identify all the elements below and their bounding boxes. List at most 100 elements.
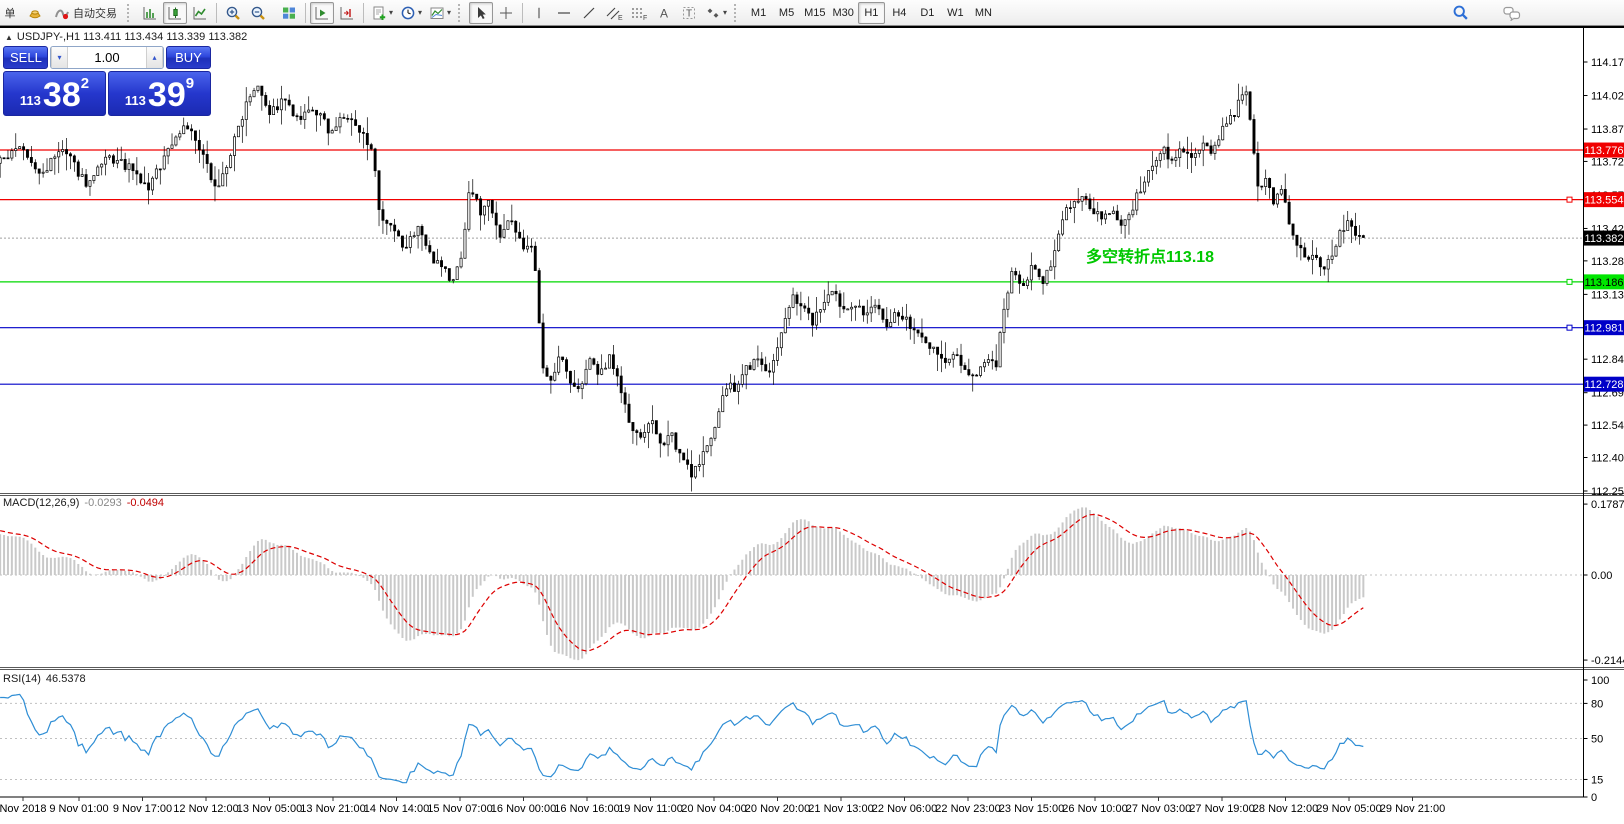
new-order-button[interactable]: ▾ [368,2,396,24]
bar-chart-button[interactable] [138,2,162,24]
chart-shift-icon [340,6,353,19]
tile-windows-icon [283,7,295,19]
tile-windows-button[interactable] [277,2,301,24]
timeframe-m15-button[interactable]: M15 [801,2,828,24]
svg-text:14 Nov 14:00: 14 Nov 14:00 [364,803,429,815]
auto-scroll-icon [315,6,328,19]
dropdown-caret-icon: ▾ [418,8,423,17]
arrows-button[interactable]: ▾ [702,2,730,24]
auto-scroll-button[interactable] [310,1,334,24]
template-icon [430,7,444,19]
trendline-button[interactable] [577,2,601,24]
chart-canvas[interactable]: 114.170114.020113.870113.725113.575113.4… [0,26,1624,824]
toolbar-grip[interactable] [458,3,464,22]
svg-text:12 Nov 12:00: 12 Nov 12:00 [173,803,238,815]
svg-text:112.840: 112.840 [1591,354,1624,366]
collapse-arrow-icon[interactable]: ▲ [5,33,13,42]
svg-text:112.728: 112.728 [1585,379,1624,391]
line-chart-icon [193,6,206,19]
macd-indicator-label: MACD(12,26,9) -0.0293 -0.0494 [3,497,164,509]
macd-value-main: -0.0293 [84,497,122,509]
buy-button[interactable]: BUY [166,46,211,69]
sell-price-big: 38 [42,76,81,115]
order-partial-button[interactable]: 单 [0,2,22,24]
vertical-line-icon [538,7,540,18]
horizontal-line-button[interactable] [552,2,576,24]
text-button[interactable]: A [652,2,676,24]
timeframe-h1-button[interactable]: H1 [857,1,885,24]
autotrading-button[interactable]: 自动交易 [48,2,123,24]
volume-decrease-button[interactable]: ▾ [51,47,68,68]
volume-spinner: ▾ ▴ [50,46,164,69]
svg-text:20 Nov 20:00: 20 Nov 20:00 [745,803,810,815]
svg-text:113.186: 113.186 [1585,277,1624,289]
svg-text:F: F [643,15,647,21]
svg-text:15: 15 [1591,774,1603,786]
fibonacci-button[interactable]: F [627,2,651,24]
toolbar-grip[interactable] [127,3,133,22]
pivot-annotation: 多空转折点113.18 [1086,249,1215,266]
equidistant-channel-button[interactable]: E [602,2,626,24]
candlestick-chart-button[interactable] [163,1,187,24]
svg-text:9 Nov 01:00: 9 Nov 01:00 [49,803,108,815]
zoom-out-button[interactable] [246,2,270,24]
timeframe-h4-button[interactable]: H4 [886,2,913,24]
volume-input[interactable] [68,47,146,68]
zoom-out-icon [251,6,265,20]
arrows-icon [707,8,719,18]
buy-price-display[interactable]: 113 39 9 [108,71,211,116]
text-label-button[interactable]: T [677,2,701,24]
timeframe-d1-button[interactable]: D1 [914,2,941,24]
svg-text:113.280: 113.280 [1591,256,1624,268]
sell-button[interactable]: SELL [3,46,48,69]
crosshair-icon [500,6,513,19]
time-axis[interactable]: Nov 2018 9 Nov 01:00 9 Nov 17:00 12 Nov 12:… [0,797,1445,815]
svg-text:28 Nov 12:00: 28 Nov 12:00 [1253,803,1318,815]
svg-text:21 Nov 13:00: 21 Nov 13:00 [808,803,873,815]
svg-text:26 Nov 10:00: 26 Nov 10:00 [1062,803,1127,815]
search-button[interactable] [1448,2,1472,24]
svg-text:29 Nov 21:00: 29 Nov 21:00 [1380,803,1445,815]
zoom-in-icon [226,6,240,20]
svg-text:-0.2144: -0.2144 [1591,655,1624,667]
fibonacci-icon: F [632,8,647,21]
svg-text:A: A [660,6,668,20]
line-chart-button[interactable] [188,2,212,24]
timeframe-m30-button[interactable]: M30 [829,2,856,24]
price-axis[interactable]: 114.170114.020113.870113.725113.575113.4… [1583,57,1624,804]
timeframe-m5-button[interactable]: M5 [773,2,800,24]
chat-button[interactable] [1499,2,1525,24]
svg-text:50: 50 [1591,734,1603,746]
toolbar-separator [216,2,217,23]
zoom-in-button[interactable] [221,2,245,24]
timeframe-w1-button[interactable]: W1 [942,2,969,24]
toolbar-grip[interactable] [734,3,740,22]
macd-name: MACD(12,26,9) [3,497,80,509]
text-icon: A [660,6,668,20]
chart-shift-button[interactable] [335,2,359,24]
templates-button[interactable]: ▾ [426,2,454,24]
buy-price-main: 113 [124,92,146,108]
periods-button[interactable]: ▾ [397,2,425,24]
bar-chart-icon [143,6,156,19]
timeframe-mn-button[interactable]: MN [970,2,997,24]
svg-text:9 Nov 17:00: 9 Nov 17:00 [113,803,172,815]
svg-text:22 Nov 23:00: 22 Nov 23:00 [935,803,1000,815]
svg-text:T: T [686,8,692,19]
volume-increase-button[interactable]: ▴ [146,47,163,68]
svg-text:20 Nov 04:00: 20 Nov 04:00 [681,803,746,815]
crosshair-button[interactable] [494,2,518,24]
gold-ingot-button[interactable] [23,2,47,24]
svg-text:27 Nov 19:00: 27 Nov 19:00 [1189,803,1254,815]
trendline-icon [583,7,595,18]
sell-price-display[interactable]: 113 38 2 [3,71,106,116]
cursor-button[interactable] [469,1,494,24]
timeframe-m1-button[interactable]: M1 [745,2,772,24]
dropdown-caret-icon: ▾ [723,8,728,17]
vertical-line-button[interactable] [527,2,551,24]
dropdown-caret-icon: ▾ [389,8,394,17]
rsi-value: 46.5378 [45,673,86,685]
svg-text:16 Nov 16:00: 16 Nov 16:00 [554,803,619,815]
chat-icon [1503,6,1521,21]
